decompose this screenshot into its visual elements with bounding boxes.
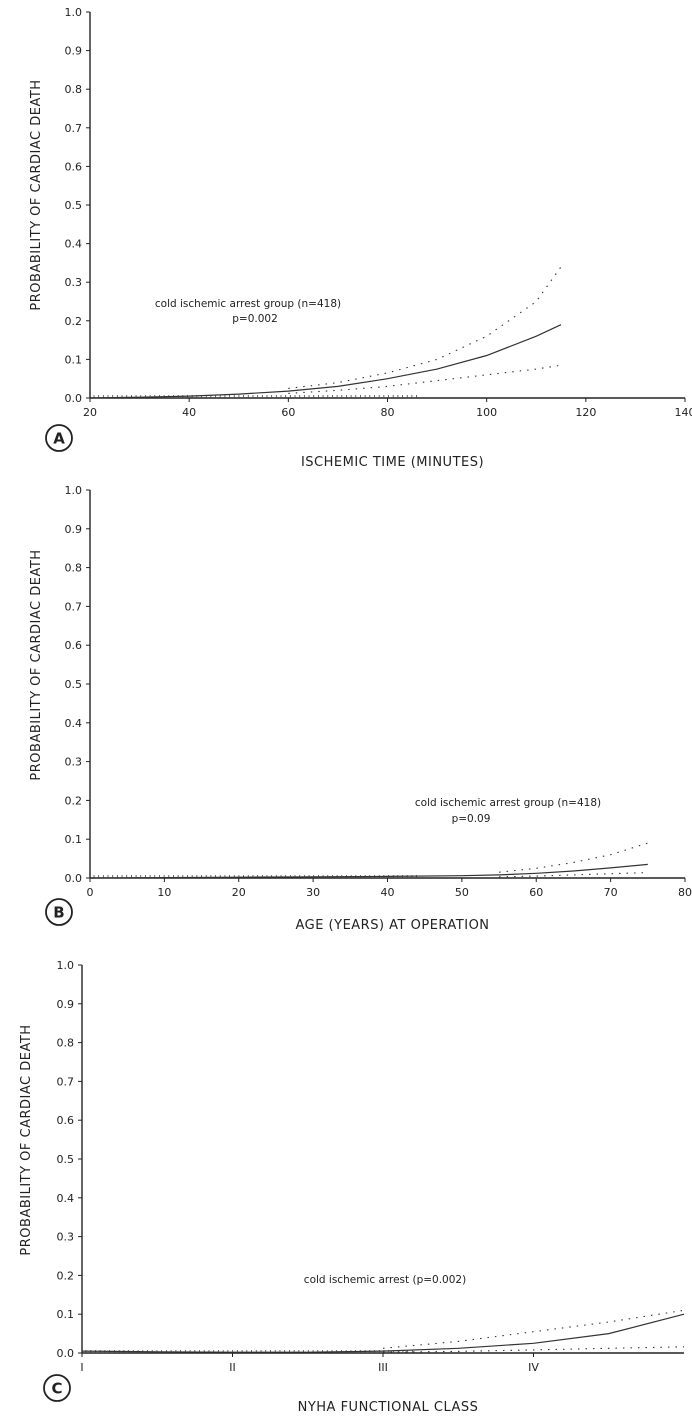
estimate-line [81, 1313, 685, 1353]
x-tick-label: 100 [476, 406, 497, 419]
y-tick-label: 0.1 [65, 353, 83, 366]
x-tick-label: I [80, 1361, 83, 1374]
annotation: p=0.09 [452, 813, 491, 825]
confidence-limit-line [382, 1346, 685, 1353]
x-axis-title: ISCHEMIC TIME (MINUTES) [301, 455, 484, 470]
y-axis-title: PROBABILITY OF CARDIAC DEATH [29, 79, 44, 310]
y-tick-label: 0.5 [57, 1153, 75, 1166]
y-tick-label: 0.3 [57, 1231, 75, 1244]
x-tick-label: 20 [83, 406, 97, 419]
panel-a: 0.0 0.1 0.2 0.3 0.4 0.5 0.6 0.7 0.8 0.9 1.0 20 40 60 8… [29, 6, 692, 470]
y-tick-label: 0.1 [57, 1308, 75, 1321]
x-tick-label: 120 [575, 406, 596, 419]
y-axis-title: PROBABILITY OF CARDIAC DEATH [19, 1024, 34, 1255]
y-tick-label: 1.0 [57, 959, 75, 972]
y-tick-label: 0.5 [65, 199, 83, 212]
annotation: cold ischemic arrest group (n=418) [415, 797, 601, 809]
y-tick-label: 0.8 [65, 562, 83, 575]
panel-c: 0.00.10.20.30.40.50.60.70.80.91.0I II III I… [19, 959, 685, 1415]
y-tick-label: 0.3 [65, 756, 83, 769]
y-tick-label: 0.9 [57, 998, 75, 1011]
panel-letter: A [53, 430, 65, 448]
x-axis-title: AGE (YEARS) AT OPERATION [295, 918, 489, 933]
x-tick-label: III [378, 1361, 388, 1374]
x-tick-label: 40 [381, 886, 395, 899]
panel-letter-circle [43, 1374, 71, 1402]
confidence-limit-line [499, 842, 648, 873]
x-tick-label: 20 [232, 886, 246, 899]
y-tick-label: 0.8 [65, 83, 83, 96]
x-tick-label: 60 [529, 886, 543, 899]
y-tick-label: 0.0 [65, 872, 83, 885]
x-tick-label: 10 [157, 886, 171, 899]
x-tick-label: 80 [381, 406, 395, 419]
x-tick-label: 40 [182, 406, 196, 419]
annotation: p=0.002 [232, 313, 278, 325]
panel-letter-circle [45, 898, 73, 926]
x-tick-label: 50 [455, 886, 469, 899]
x-tick-label: 70 [604, 886, 618, 899]
y-tick-label: 0.4 [65, 238, 83, 251]
annotation: cold ischemic arrest group (n=418) [155, 298, 341, 310]
confidence-limit-line [499, 872, 648, 878]
confidence-limit-line [382, 1309, 685, 1349]
x-tick-label: 0 [87, 886, 94, 899]
panel-letter-circle [45, 424, 73, 452]
confidence-limit-line [288, 364, 562, 394]
x-tick-label: 140 [675, 406, 692, 419]
y-tick-label: 0.2 [57, 1269, 75, 1282]
y-tick-label: 0.1 [65, 833, 83, 846]
y-tick-label: 0.0 [65, 392, 83, 405]
x-tick-label: 60 [281, 406, 295, 419]
y-tick-label: 0.6 [65, 160, 83, 173]
x-tick-label: 30 [306, 886, 320, 899]
x-tick-label: IV [528, 1361, 539, 1374]
y-tick-label: 0.7 [65, 122, 83, 135]
y-tick-label: 0.2 [65, 794, 83, 807]
x-tick-label: II [229, 1361, 236, 1374]
y-tick-label: 0.9 [65, 45, 83, 58]
y-tick-label: 1.0 [65, 6, 83, 19]
confidence-limit-line [288, 266, 562, 389]
panel-letter: B [53, 904, 64, 922]
y-tick-label: 0.8 [57, 1037, 75, 1050]
y-tick-label: 1.0 [65, 484, 83, 497]
estimate-line [89, 863, 648, 879]
x-axis-title: NYHA FUNCTIONAL CLASS [298, 1400, 479, 1415]
panel-b: 0.0 0.1 0.2 0.3 0.4 0.5 0.6 0.7 0.8 0.9 1.0 0 10 20 30… [29, 484, 692, 933]
y-tick-label: 0.4 [57, 1192, 75, 1205]
y-tick-label: 0.5 [65, 678, 83, 691]
y-axis-title: PROBABILITY OF CARDIAC DEATH [29, 549, 44, 780]
y-tick-label: 0.3 [65, 276, 83, 289]
y-tick-label: 0.6 [65, 639, 83, 652]
y-tick-label: 0.7 [57, 1075, 75, 1088]
y-tick-label: 0.7 [65, 600, 83, 613]
y-tick-label: 0.4 [65, 717, 83, 730]
y-tick-label: 0.2 [65, 315, 83, 328]
panel-letter: C [51, 1380, 62, 1398]
estimate-line [89, 324, 562, 399]
y-tick-label: 0.9 [65, 523, 83, 536]
y-tick-label: 0.6 [57, 1114, 75, 1127]
y-tick-label: 0.0 [57, 1347, 75, 1360]
annotation: cold ischemic arrest (p=0.002) [304, 1274, 466, 1286]
x-tick-label: 80 [678, 886, 692, 899]
